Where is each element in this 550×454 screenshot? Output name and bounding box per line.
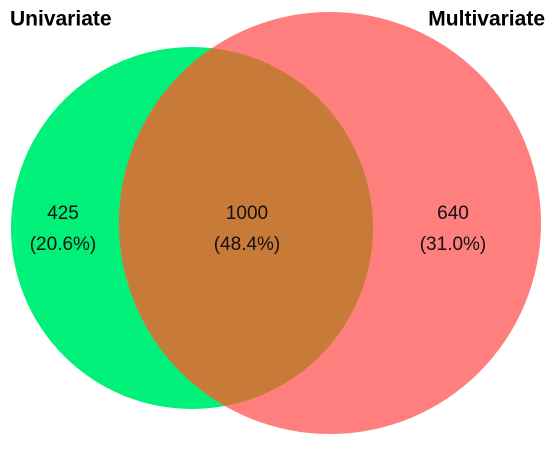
region-percent: (20.6%) [30, 234, 97, 255]
region-count: 425 [47, 203, 79, 224]
region-percent: (31.0%) [420, 234, 487, 255]
venn-shapes [11, 12, 541, 434]
region-percent: (48.4%) [214, 234, 281, 255]
set-label: Univariate [10, 8, 112, 31]
set-label: Multivariate [428, 8, 545, 31]
region-count: 640 [437, 203, 469, 224]
overlap-region [119, 47, 373, 409]
region-count: 1000 [226, 203, 268, 224]
